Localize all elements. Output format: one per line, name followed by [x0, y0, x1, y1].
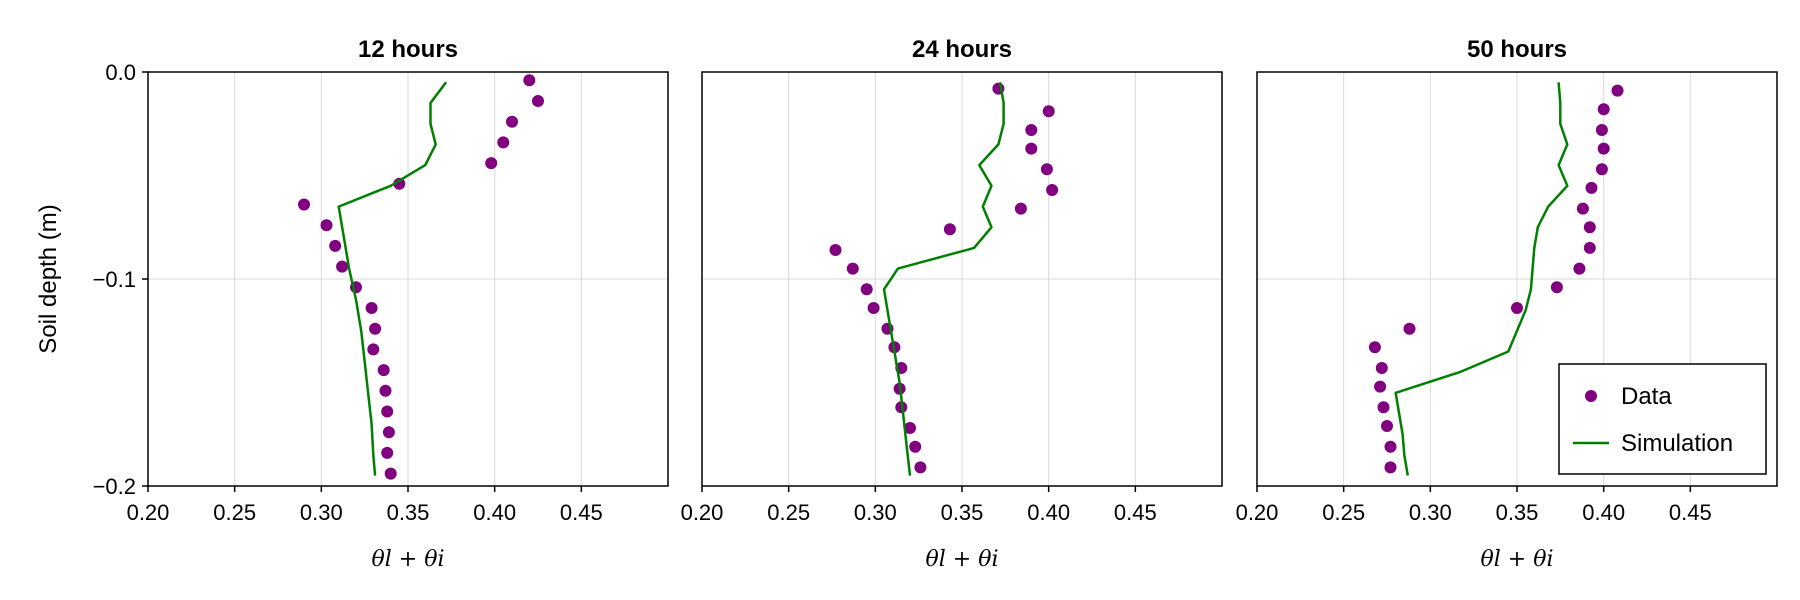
panel-title: 24 hours: [912, 36, 1012, 63]
x-tick-label: 0.35: [941, 500, 984, 525]
data-point: [829, 244, 842, 256]
simulation-line: [1394, 82, 1569, 476]
plot-frame: [1256, 71, 1778, 487]
x-tick-label: 0.40: [473, 500, 516, 525]
data-point: [943, 223, 956, 236]
data-point: [379, 384, 392, 397]
data-point: [1583, 241, 1596, 254]
data-point: [506, 115, 518, 128]
data-point: [1381, 420, 1393, 432]
simulation-line: [882, 82, 1005, 476]
data-point: [1384, 440, 1397, 453]
data-point: [485, 157, 498, 170]
data-point: [381, 446, 394, 459]
data-point: [860, 283, 873, 296]
x-tick-label: 0.30: [300, 500, 343, 525]
data-point: [365, 302, 378, 314]
data-point: [393, 177, 406, 190]
data-point: [1025, 142, 1038, 155]
data-point: [1046, 184, 1059, 196]
data-point: [336, 260, 349, 273]
data-point: [367, 343, 380, 356]
legend: Data Simulation: [1558, 363, 1767, 475]
y-tick-label: 0.0: [105, 60, 136, 85]
data-point: [377, 364, 390, 377]
legend-simulation-label: Simulation: [1621, 430, 1733, 457]
data-point: [1597, 103, 1610, 116]
data-point: [909, 440, 922, 453]
panel-1: 12 hours 0.20 0.25 0.30 0.35 0.40 0.45 0.0 −0.1 −…: [35, 36, 669, 572]
x-tick-label: 0.35: [1496, 500, 1539, 525]
x-tick-label: 0.25: [1322, 500, 1365, 525]
data-point: [1042, 105, 1055, 118]
x-tick-label: 0.25: [767, 500, 810, 525]
data-point: [1573, 262, 1586, 275]
x-axis-label: θl + θi: [372, 547, 445, 572]
data-point: [1377, 401, 1390, 414]
data-point: [1368, 341, 1381, 354]
data-point: [369, 322, 382, 335]
panel-3: 50 hours 0.20 0.25 0.30 0.35 0.40 0.45 θl + θi D…: [1236, 36, 1778, 572]
data-point: [497, 136, 510, 149]
data-point: [320, 219, 333, 232]
data-point: [846, 262, 859, 275]
x-tick-label: 0.20: [1236, 500, 1279, 525]
data-point: [1375, 362, 1388, 374]
panel-2: 24 hours 0.20 0.25 0.30 0.35 0.40 0.45 θl + θi: [681, 36, 1223, 572]
y-axis-label: Soil depth (m): [35, 204, 62, 353]
data-point: [532, 95, 544, 107]
data-point: [384, 467, 397, 480]
data-point: [329, 239, 342, 252]
data-point: [1511, 302, 1523, 314]
data-point: [1595, 124, 1608, 136]
data-point: [1403, 322, 1416, 335]
data-point: [381, 405, 394, 418]
panel-title: 12 hours: [358, 36, 458, 63]
x-tick-label: 0.40: [1582, 500, 1625, 525]
x-tick-label: 0.45: [1669, 500, 1712, 525]
x-tick-label: 0.30: [1409, 500, 1452, 525]
data-point: [382, 426, 395, 439]
data-point: [914, 461, 927, 474]
panel-title: 50 hours: [1467, 36, 1567, 63]
x-tick-label: 0.25: [213, 500, 256, 525]
data-point: [867, 302, 880, 314]
data-point: [1384, 461, 1397, 474]
plot-frame: [147, 71, 669, 487]
y-tick-label: −0.1: [93, 267, 136, 292]
data-point: [1014, 202, 1027, 215]
legend-box: [1558, 363, 1767, 475]
x-tick-label: 0.45: [560, 500, 603, 525]
data-point: [1550, 281, 1563, 294]
x-axis-label: θl + θi: [1481, 547, 1554, 572]
legend-data-label: Data: [1621, 383, 1672, 410]
x-tick-label: 0.35: [387, 500, 430, 525]
data-point: [298, 198, 310, 211]
data-point: [1611, 84, 1624, 97]
data-point: [1025, 124, 1038, 136]
data-point: [1597, 142, 1610, 155]
plot-frame: [701, 71, 1223, 487]
data-point: [1374, 380, 1387, 393]
simulation-line: [337, 81, 448, 476]
x-tick-label: 0.20: [681, 500, 724, 525]
y-tick-label: −0.2: [93, 474, 136, 499]
data-point: [523, 74, 536, 87]
data-point: [1595, 163, 1608, 176]
data-point: [904, 422, 916, 434]
data-point: [1040, 163, 1053, 176]
x-tick-label: 0.45: [1114, 500, 1157, 525]
data-point: [1585, 181, 1598, 194]
x-tick-label: 0.40: [1027, 500, 1070, 525]
legend-data-marker: [1585, 390, 1597, 402]
x-axis-label: θl + θi: [926, 547, 999, 572]
x-tick-label: 0.20: [127, 500, 170, 525]
data-point: [1583, 221, 1596, 234]
data-point: [1576, 202, 1589, 215]
x-tick-label: 0.30: [854, 500, 897, 525]
